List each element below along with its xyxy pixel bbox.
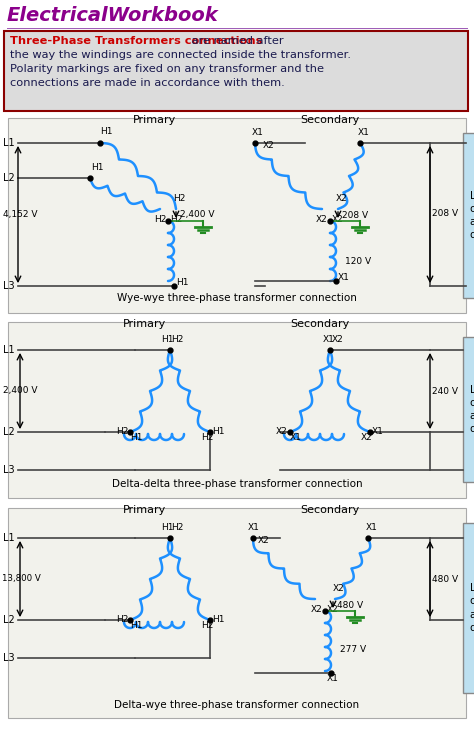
Text: L3: L3 [3, 465, 15, 475]
Text: L2: L2 [3, 427, 15, 437]
Text: 13,800 V: 13,800 V [2, 574, 41, 583]
Text: Delta-delta three-phase transformer connection: Delta-delta three-phase transformer conn… [112, 479, 362, 489]
Text: L1: L1 [3, 138, 15, 148]
Text: 480 V: 480 V [337, 601, 363, 610]
Text: H1: H1 [161, 523, 173, 532]
Text: Three-Phase Transformers connections: Three-Phase Transformers connections [10, 36, 263, 46]
Text: X2: X2 [336, 194, 348, 203]
Bar [463, 133, 474, 298]
Text: L1: L1 [3, 533, 15, 543]
Text: 240 V: 240 V [432, 386, 458, 395]
Bar [8, 508, 466, 718]
Text: H2: H2 [170, 215, 182, 224]
Text: 208 V: 208 V [342, 210, 368, 219]
Text: H2: H2 [116, 615, 128, 624]
Text: X1: X1 [338, 273, 350, 282]
Text: Primary: Primary [123, 505, 167, 515]
Text: 2,400 V: 2,400 V [3, 386, 37, 395]
Text: L3: L3 [3, 653, 15, 663]
Text: X2: X2 [361, 433, 373, 442]
Text: Secondary: Secondary [301, 505, 360, 515]
Text: 480 V: 480 V [432, 574, 458, 583]
Text: L
o
a
d: L o a d [470, 385, 474, 434]
Text: X2: X2 [276, 427, 288, 436]
Text: are named after: are named after [188, 36, 283, 46]
Text: X2: X2 [327, 605, 339, 614]
Text: H1: H1 [100, 127, 112, 136]
Text: Secondary: Secondary [301, 115, 360, 125]
Text: H2: H2 [201, 433, 213, 442]
Text: L
o
a
d: L o a d [470, 191, 474, 240]
Text: X2: X2 [258, 536, 270, 545]
Text: connections are made in accordance with them.: connections are made in accordance with … [10, 78, 285, 88]
Text: 120 V: 120 V [345, 256, 371, 265]
Text: H1: H1 [130, 433, 143, 442]
Text: H1: H1 [176, 278, 189, 287]
Text: the way the windings are connected inside the transformer.: the way the windings are connected insid… [10, 50, 351, 60]
Text: H2: H2 [173, 194, 185, 203]
Text: Secondary: Secondary [291, 319, 350, 329]
Text: X2: X2 [332, 215, 344, 224]
Text: X2: X2 [332, 335, 344, 344]
Text: 277 V: 277 V [340, 644, 366, 653]
Text: X1: X1 [252, 128, 264, 137]
Text: 4,152 V: 4,152 V [3, 210, 37, 219]
Text: Wye-wye three-phase transformer connection: Wye-wye three-phase transformer connecti… [117, 293, 357, 303]
Text: L1: L1 [3, 345, 15, 355]
Text: L3: L3 [3, 281, 15, 291]
Text: X1: X1 [358, 128, 370, 137]
Bar [463, 523, 474, 693]
Text: X1: X1 [327, 674, 339, 683]
Text: X2: X2 [316, 215, 328, 224]
Text: X2: X2 [311, 605, 323, 614]
Text: L2: L2 [3, 173, 15, 183]
Bar [463, 337, 474, 482]
Text: X2: X2 [263, 141, 275, 150]
Text: Polarity markings are fixed on any transformer and the: Polarity markings are fixed on any trans… [10, 64, 324, 74]
Text: ElectricalWorkbook: ElectricalWorkbook [7, 6, 219, 25]
Text: H2: H2 [154, 215, 166, 224]
Text: X2: X2 [333, 584, 345, 593]
Text: H1: H1 [212, 615, 225, 624]
Text: H1: H1 [212, 427, 225, 436]
Text: 2,400 V: 2,400 V [180, 210, 215, 219]
Text: L2: L2 [3, 615, 15, 625]
Bar [8, 322, 466, 498]
Text: X1: X1 [323, 335, 335, 344]
Text: L
o
a
d: L o a d [470, 583, 474, 633]
FancyBboxPatch shape [4, 31, 468, 111]
Text: X1: X1 [372, 427, 384, 436]
Text: X1: X1 [366, 523, 378, 532]
Text: Delta-wye three-phase transformer connection: Delta-wye three-phase transformer connec… [114, 700, 360, 710]
Bar [8, 118, 466, 313]
Text: H1: H1 [91, 163, 103, 172]
Text: Primary: Primary [123, 319, 167, 329]
Text: H2: H2 [171, 335, 183, 344]
Text: X1: X1 [248, 523, 260, 532]
Text: 208 V: 208 V [432, 210, 458, 219]
Text: H2: H2 [201, 621, 213, 630]
Text: H2: H2 [171, 523, 183, 532]
Text: Primary: Primary [133, 115, 177, 125]
Text: H2: H2 [116, 427, 128, 436]
Text: X1: X1 [290, 433, 302, 442]
Text: H1: H1 [161, 335, 173, 344]
Text: H1: H1 [130, 621, 143, 630]
